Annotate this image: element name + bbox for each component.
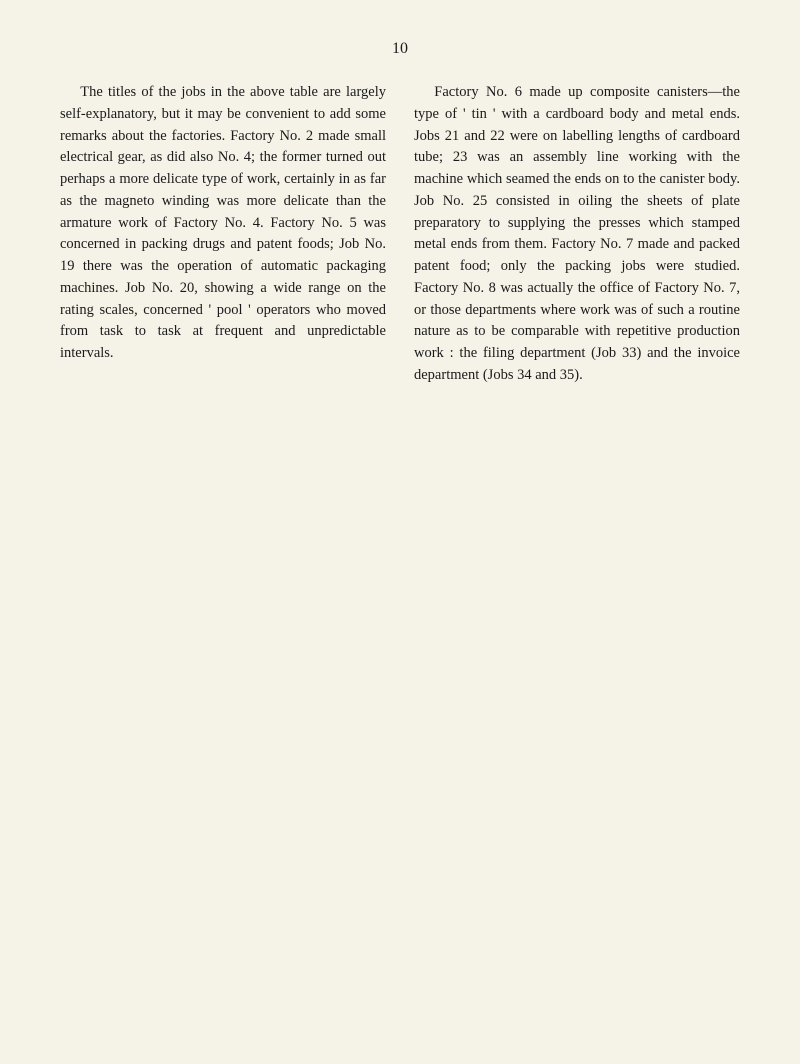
right-paragraph: Factory No. 6 made up composite canister…: [414, 82, 740, 387]
right-column: Factory No. 6 made up composite canister…: [414, 82, 740, 387]
page-number: 10: [60, 40, 740, 58]
left-column: The titles of the jobs in the above tabl…: [60, 82, 386, 387]
left-paragraph: The titles of the jobs in the above tabl…: [60, 82, 386, 365]
content-container: The titles of the jobs in the above tabl…: [60, 82, 740, 387]
